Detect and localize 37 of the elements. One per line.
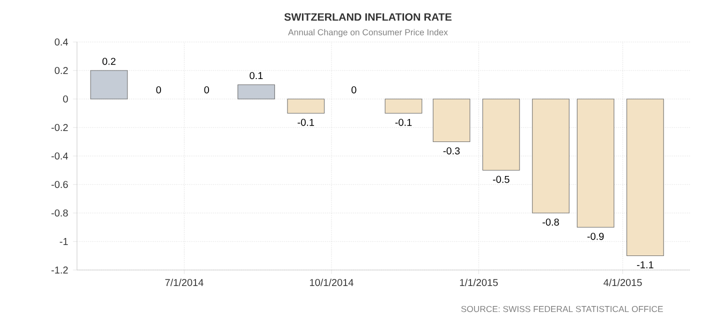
bar bbox=[432, 98, 470, 142]
bar bbox=[287, 98, 325, 114]
y-tick-label: 0 bbox=[63, 95, 68, 103]
bar bbox=[384, 98, 422, 114]
y-tick-label: -0.4 bbox=[52, 152, 68, 160]
y-tick-label: -1 bbox=[60, 238, 68, 245]
data-label: -1.1 bbox=[637, 261, 654, 268]
source-note: SOURCE: SWISS FEDERAL STATISTICAL OFFICE bbox=[461, 306, 663, 312]
data-label: 0.1 bbox=[250, 72, 263, 80]
y-tick-label: -0.8 bbox=[52, 209, 68, 217]
bar bbox=[482, 98, 520, 171]
x-tick-label: 7/1/2014 bbox=[165, 278, 204, 286]
bar bbox=[576, 98, 614, 228]
x-tick-label: 10/1/2014 bbox=[310, 278, 354, 286]
data-label: -0.3 bbox=[443, 147, 460, 154]
y-tick-label: -1.2 bbox=[52, 266, 68, 274]
y-tick-label: -0.6 bbox=[52, 180, 68, 188]
data-label: -0.1 bbox=[395, 118, 412, 126]
x-tick-label: 1/1/2015 bbox=[460, 278, 498, 286]
bar bbox=[90, 70, 128, 100]
data-label: -0.1 bbox=[298, 118, 314, 126]
bar bbox=[532, 98, 570, 214]
y-tick-label: -0.2 bbox=[52, 124, 68, 132]
data-label: 0 bbox=[352, 86, 356, 94]
bar bbox=[626, 98, 664, 256]
chart-title: SWITZERLAND INFLATION RATE bbox=[284, 13, 452, 21]
data-label: -0.9 bbox=[587, 232, 604, 240]
x-tick-label: 4/1/2015 bbox=[604, 278, 642, 286]
chart-subtitle: Annual Change on Consumer Price Index bbox=[288, 28, 448, 38]
data-label: -0.8 bbox=[542, 218, 559, 226]
y-tick-label: 0.2 bbox=[54, 66, 68, 74]
data-label: 0.2 bbox=[102, 58, 116, 65]
data-label: 0 bbox=[204, 86, 210, 94]
bar bbox=[238, 84, 275, 100]
data-label: 0 bbox=[156, 86, 162, 94]
data-label: -0.5 bbox=[492, 176, 510, 183]
y-tick-label: 0.4 bbox=[54, 38, 68, 46]
